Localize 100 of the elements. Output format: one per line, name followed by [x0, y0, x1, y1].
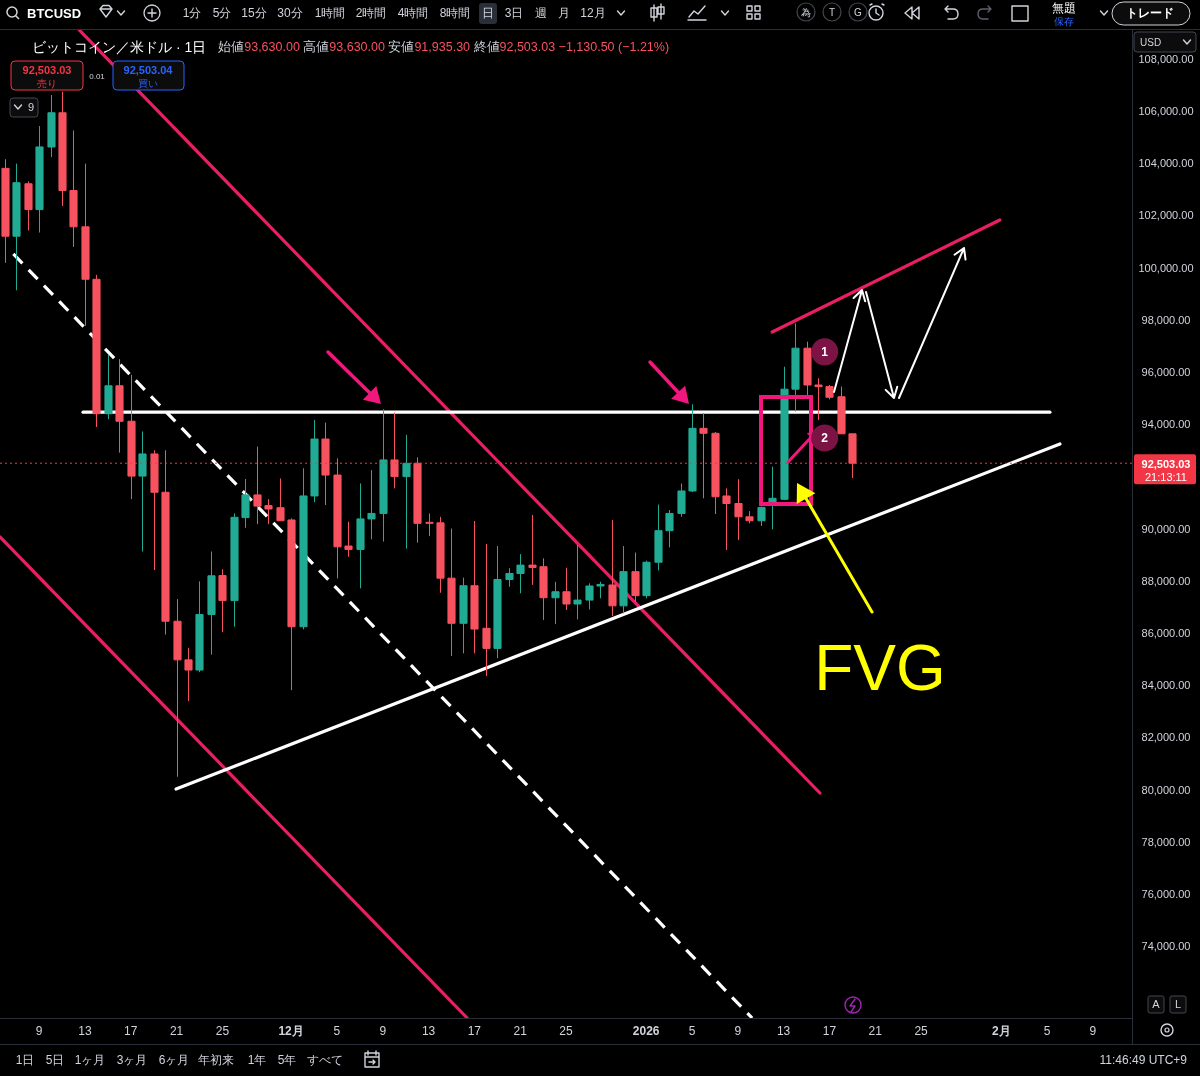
- candlestick: [425, 512, 434, 537]
- y-tick-label: 98,000.00: [1141, 313, 1191, 326]
- y-tick-label: 80,000.00: [1141, 783, 1191, 796]
- text: 8時間: [439, 6, 471, 20]
- candlestick: [539, 557, 548, 621]
- candlestick: [528, 514, 537, 586]
- candlestick: [516, 553, 525, 594]
- candlestick: [642, 560, 651, 599]
- candlestick: [150, 449, 159, 571]
- x-tick-label: 25: [559, 1024, 573, 1038]
- candlestick: [825, 384, 834, 400]
- candlestick: [356, 482, 365, 589]
- text: 為: [801, 6, 811, 18]
- annotation: 92,503.04: [123, 64, 174, 76]
- candlestick: [562, 567, 571, 611]
- candlestick: [436, 516, 445, 594]
- candlestick: [493, 545, 502, 659]
- text: 11:46:49 UTC+9: [1099, 1053, 1188, 1067]
- candlestick: [757, 506, 766, 527]
- candlestick: [127, 374, 136, 500]
- candlestick: [173, 598, 182, 778]
- text: 12月: [580, 6, 606, 20]
- annotation: FVG: [814, 632, 946, 704]
- x-tick-label: 5: [688, 1024, 696, 1038]
- text: 週: [535, 6, 547, 20]
- annotation: 2: [821, 431, 829, 446]
- candlestick: [573, 544, 582, 620]
- candlestick: [12, 163, 21, 291]
- x-tick-label: 9: [734, 1024, 742, 1038]
- x-tick-label: 9: [1089, 1024, 1097, 1038]
- x-tick-label: 21: [169, 1024, 184, 1038]
- candlestick: [848, 433, 857, 479]
- x-tick-label: 5: [1043, 1024, 1051, 1038]
- candlestick: [1, 158, 10, 264]
- y-tick-label: 78,000.00: [1141, 835, 1191, 848]
- y-tick-label: 76,000.00: [1141, 888, 1191, 901]
- x-tick-label: 13: [78, 1024, 92, 1038]
- candlestick: [791, 322, 800, 413]
- x-tick-label: 13: [776, 1024, 791, 1038]
- candlestick: [69, 130, 78, 248]
- y-tick-label: 108,000.00: [1138, 52, 1194, 65]
- candlestick: [608, 519, 617, 617]
- candlestick: [241, 478, 250, 529]
- y-tick-label: 82,000.00: [1141, 731, 1191, 744]
- x-tick-label: 25: [914, 1024, 929, 1038]
- candlestick: [768, 466, 777, 530]
- text: USD: [1140, 36, 1162, 48]
- y-tick-label: 102,000.00: [1138, 209, 1194, 222]
- candlestick: [837, 386, 846, 435]
- text: G: [854, 6, 863, 18]
- text: 始値93,630.00 高値93,630.00 安値91,935.30 終値92,503.03 −1,130.50 (−1.21%): [218, 39, 670, 54]
- annotation: 92,503.03: [22, 64, 72, 76]
- text: 保存: [1054, 15, 1074, 27]
- candlestick: [115, 358, 124, 454]
- text: 6ヶ月: [158, 1053, 190, 1067]
- candlestick: [58, 91, 67, 207]
- text: 1日: [15, 1053, 35, 1067]
- x-tick-label: 21: [513, 1024, 528, 1038]
- text: 3ヶ月: [116, 1053, 148, 1067]
- candlestick: [505, 567, 514, 588]
- text: 21:13:11: [1144, 471, 1188, 483]
- candlestick: [184, 647, 193, 702]
- text: 4時間: [397, 6, 429, 20]
- candlestick: [104, 354, 113, 420]
- x-tick-label: 13: [421, 1024, 436, 1038]
- candlestick: [321, 422, 330, 506]
- candlestick: [161, 449, 170, 636]
- text: 1年: [247, 1053, 267, 1067]
- candlestick: [402, 434, 411, 550]
- candlestick: [264, 498, 273, 525]
- x-tick-label: 17: [124, 1024, 138, 1038]
- candlestick: [299, 467, 308, 630]
- x-tick-label: 2月: [991, 1024, 1011, 1038]
- candlestick: [47, 94, 56, 158]
- candlestick: [688, 403, 697, 493]
- candlestick: [677, 482, 686, 518]
- candlestick: [367, 469, 376, 540]
- x-tick-label: 17: [467, 1024, 482, 1038]
- candlestick: [482, 543, 491, 677]
- candlestick: [207, 551, 216, 656]
- candlestick: [310, 419, 319, 503]
- candlestick: [631, 552, 640, 603]
- candlestick: [390, 412, 399, 489]
- candlestick: [333, 457, 342, 579]
- text: L: [1174, 998, 1182, 1010]
- candlestick: [596, 581, 605, 599]
- text: 3日: [504, 6, 524, 20]
- x-tick-label: 21: [868, 1024, 883, 1038]
- candlestick: [711, 431, 720, 515]
- candlestick: [24, 180, 33, 231]
- y-tick-label: 90,000.00: [1141, 522, 1191, 535]
- candlestick: [218, 568, 227, 633]
- x-tick-label: 9: [35, 1024, 43, 1038]
- text: 1時間: [314, 6, 346, 20]
- text: 15分: [241, 6, 267, 20]
- text: トレード: [1126, 6, 1174, 20]
- candlestick: [230, 512, 239, 628]
- annotation: 1: [821, 345, 829, 360]
- text: 5年: [277, 1053, 297, 1067]
- candlestick: [585, 582, 594, 610]
